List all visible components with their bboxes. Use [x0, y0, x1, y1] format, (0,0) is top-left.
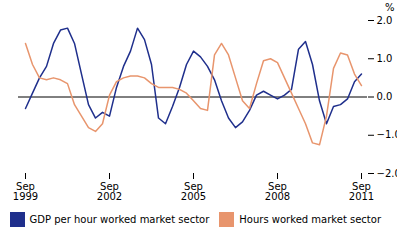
svg-text:Sep2008: Sep2008: [265, 181, 290, 202]
html-text:GDP per hour worked market sec: GDP per hour worked market sector: [29, 214, 210, 225]
svg-text:%: %: [385, 2, 395, 13]
svg-text:Sep1999: Sep1999: [13, 181, 38, 202]
svg-text:−2.0: −2.0: [377, 168, 397, 179]
svg-text:−1.0: −1.0: [377, 129, 397, 140]
svg-text:1.0: 1.0: [377, 53, 393, 64]
html-text:Hours worked market sector: Hours worked market sector: [239, 214, 381, 225]
svg-text:Sep2011: Sep2011: [349, 181, 374, 202]
svg-text:Sep2005: Sep2005: [181, 181, 206, 202]
svg-text:Sep2002: Sep2002: [97, 181, 122, 202]
svg-text:0.0: 0.0: [377, 91, 393, 102]
svg-text:2.0: 2.0: [377, 15, 393, 26]
